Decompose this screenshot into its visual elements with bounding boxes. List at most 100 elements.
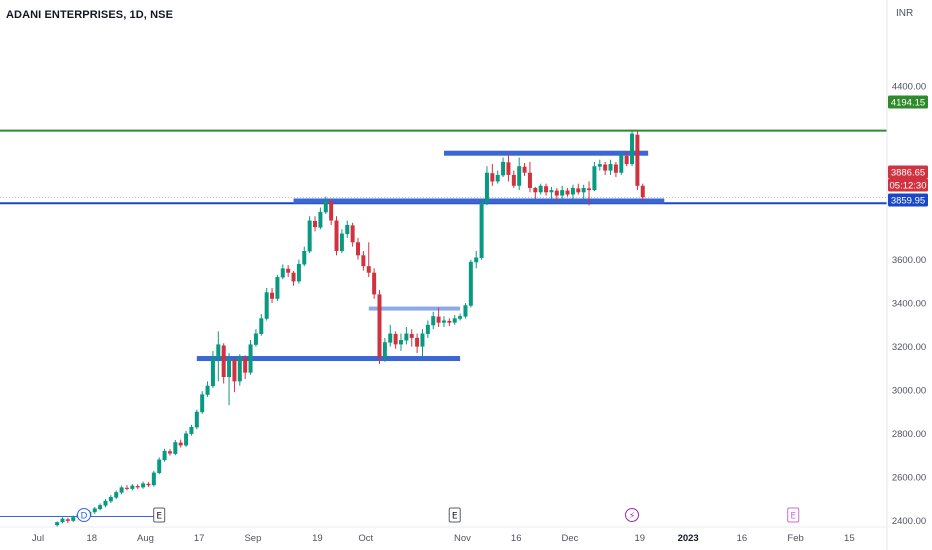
candle [501,157,506,178]
x-tick-label: Sep [244,533,261,544]
candle-body [640,185,645,198]
candle-body [98,505,103,510]
candle [517,157,522,191]
candle-body [511,174,516,186]
event-marker-dividend[interactable]: D [76,508,91,522]
candle-body [167,451,172,454]
candle-body [275,277,280,299]
event-marker-earnings[interactable]: E [153,507,166,523]
candle-body [200,394,205,413]
candle-body [468,261,473,306]
candle-body [458,316,463,319]
event-marker-label: E [452,512,458,522]
candle-body [264,292,269,319]
candle-body [307,220,312,252]
candle [232,357,237,393]
candle [114,490,119,500]
candle [377,290,382,364]
candle-body [329,201,334,221]
candle-body [452,318,457,323]
candle-body [603,164,608,171]
candle [533,186,538,199]
candle-body [560,190,565,196]
candle-body [318,211,323,228]
candle [619,151,624,175]
candle [581,184,586,199]
candle-body [565,190,570,195]
candle-body [361,255,366,267]
event-marker-label: E [156,512,162,522]
event-marker-split[interactable]: ⚡ [625,508,640,522]
candle [71,515,76,523]
candle-body [173,442,178,454]
candle [635,130,640,191]
event-marker-label: E [790,512,796,522]
candle-body [506,162,511,175]
candle [55,521,60,527]
candle-body [517,166,522,186]
candle-body [388,333,393,343]
candle-body [286,268,291,273]
candle-body [157,459,162,474]
candle-body [339,233,344,251]
candle-body [194,411,199,428]
currency-label: INR [896,8,914,19]
candle-body [495,174,500,182]
candle [135,484,140,490]
candle-body [613,164,618,173]
candle-body [210,357,215,387]
events-layer: D E E ⚡ E [76,507,800,523]
candle [65,517,70,524]
candle-body [232,360,237,382]
candle [388,324,393,347]
candle [393,331,398,349]
candle [313,216,318,232]
candle-body [60,518,65,523]
price-tag-label: 3859.95 [891,196,925,207]
price-axis: 2400.00 2600.00 2800.00 3000.00 3200.00 3400.… [886,0,926,550]
candle-body [323,201,328,213]
candle [194,409,199,430]
candle-body [436,316,441,323]
candle-body [597,164,602,167]
candle [221,343,226,384]
candle [280,264,285,280]
candle-body [184,433,189,446]
candle [339,229,344,254]
candle [146,482,151,487]
event-marker-label: D [81,512,88,522]
candle [549,186,554,199]
zone-0 [196,356,461,362]
candle-body [377,294,382,358]
event-marker-box [448,507,461,523]
zone-2 [293,198,665,204]
candle [495,170,500,184]
candle-body [108,496,113,502]
y-tick-label: 3200.00 [892,342,926,353]
event-marker-earnings[interactable]: E [448,507,461,523]
candle-body [549,190,554,193]
candle [307,216,312,254]
candle-body [280,268,285,278]
candles-layer [55,130,645,527]
candle [474,250,479,269]
candle [404,327,409,345]
candle [538,183,543,195]
candle-body [527,172,532,188]
candle [302,246,307,267]
candle-body [345,224,350,235]
event-marker-earnings-future[interactable]: E [787,507,800,523]
candle-body [334,220,339,251]
candle-body [71,517,76,521]
candle-body [587,188,592,191]
candle [275,274,280,301]
candle [296,259,301,284]
price-tag-bg [888,178,928,192]
candle-body [135,486,140,488]
candle-body [484,172,489,204]
price-tag-label: 4194.15 [891,98,925,109]
y-tick-label: 3400.00 [892,299,926,310]
candle-body [248,344,253,373]
candle [479,198,484,260]
